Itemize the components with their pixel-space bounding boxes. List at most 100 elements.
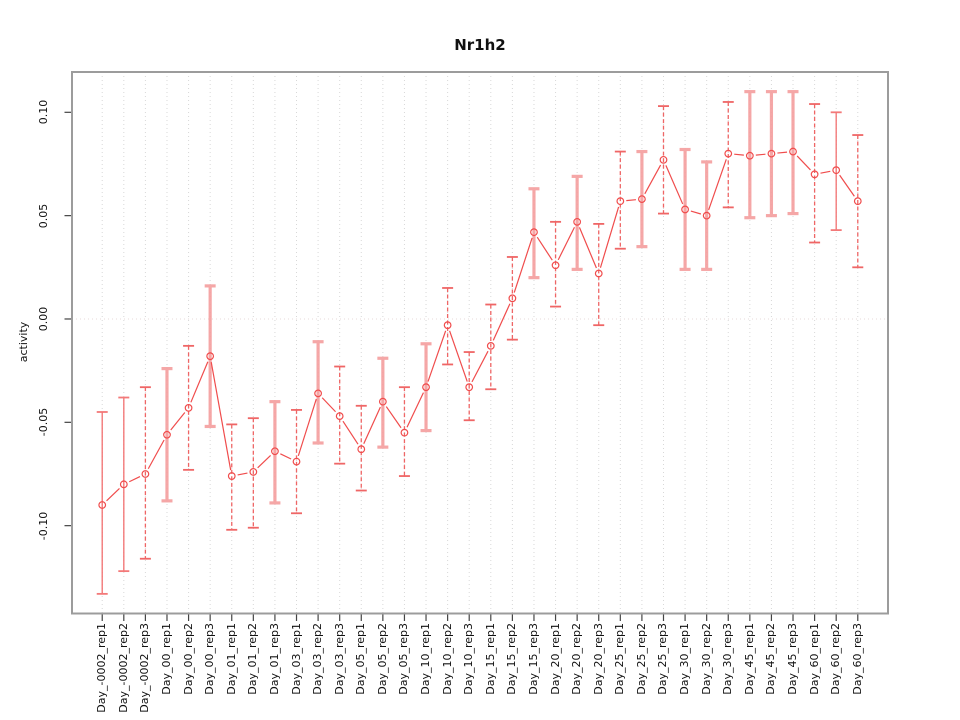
error-bar bbox=[442, 287, 454, 366]
x-tick-label: Day_01_rep1 bbox=[224, 623, 238, 695]
x-tick-label: Day_10_rep1 bbox=[419, 623, 433, 695]
data-point bbox=[357, 445, 366, 454]
data-point bbox=[206, 352, 215, 361]
x-tick-label: Day_-0002_rep1 bbox=[95, 623, 109, 713]
error-bar bbox=[614, 150, 626, 250]
axis-ticks bbox=[64, 111, 859, 621]
error-bar bbox=[809, 103, 821, 244]
series-line bbox=[106, 151, 855, 502]
data-point bbox=[271, 447, 279, 456]
x-tick-label: Day_60_rep2 bbox=[829, 623, 843, 695]
gridlines bbox=[101, 72, 859, 614]
error-bar bbox=[636, 149, 648, 249]
error-bar bbox=[463, 351, 475, 422]
error-bar bbox=[183, 344, 195, 471]
data-point bbox=[724, 149, 733, 158]
x-tick-label: Day_10_rep3 bbox=[462, 623, 476, 695]
error-bar bbox=[312, 340, 324, 445]
data-point bbox=[659, 155, 668, 164]
x-tick-label: Day_10_rep2 bbox=[440, 623, 454, 695]
error-bar bbox=[701, 160, 713, 271]
x-tick-label: Day_00_rep1 bbox=[159, 623, 173, 695]
data-point bbox=[314, 389, 322, 398]
data-point bbox=[745, 151, 754, 160]
data-point bbox=[508, 294, 517, 303]
x-tick-label: Day_15_rep3 bbox=[526, 623, 540, 695]
data-point bbox=[853, 197, 862, 206]
data-point bbox=[292, 457, 301, 466]
x-tick-label: Day_25_rep3 bbox=[656, 623, 670, 695]
error-bar bbox=[679, 147, 691, 271]
error-bars bbox=[96, 90, 864, 595]
x-tick-label: Day_25_rep1 bbox=[613, 623, 627, 695]
x-tick-label: Day_-0002_rep2 bbox=[116, 623, 130, 713]
data-point bbox=[119, 480, 128, 489]
data-point bbox=[249, 468, 258, 476]
data-point bbox=[141, 470, 150, 478]
error-bar bbox=[528, 187, 540, 280]
x-tick-label: Day_45_rep3 bbox=[786, 623, 800, 695]
error-bar bbox=[204, 284, 216, 429]
x-tick-label: Day_00_rep2 bbox=[181, 623, 195, 695]
error-bar bbox=[226, 423, 238, 531]
data-point bbox=[616, 197, 625, 206]
data-point bbox=[400, 428, 409, 437]
data-point bbox=[573, 217, 582, 226]
error-bar bbox=[269, 400, 281, 505]
x-tick-label: Day_20_rep3 bbox=[591, 623, 605, 695]
plot-border bbox=[71, 71, 889, 615]
error-bar bbox=[550, 220, 562, 308]
data-points bbox=[98, 147, 862, 509]
error-bar bbox=[291, 409, 303, 515]
data-point bbox=[832, 166, 841, 175]
x-tick-label: Day_15_rep2 bbox=[505, 623, 519, 695]
x-tick-label: Day_03_rep3 bbox=[332, 623, 346, 695]
x-tick-label: Day_20_rep2 bbox=[570, 623, 584, 695]
data-point bbox=[681, 205, 689, 214]
x-tick-label: Day_30_rep3 bbox=[721, 623, 735, 695]
y-tick-label: -0.05 bbox=[37, 408, 50, 437]
error-bar bbox=[118, 396, 130, 573]
x-tick-label: Day_60_rep1 bbox=[807, 623, 821, 695]
x-tick-label: Day_15_rep1 bbox=[483, 623, 497, 695]
error-bar bbox=[420, 342, 432, 433]
x-tick-label: Day_01_rep2 bbox=[246, 623, 260, 695]
chart-title: Nr1h2 bbox=[454, 36, 506, 54]
x-tick-label: Day_25_rep2 bbox=[634, 623, 648, 695]
x-tick-label: Day_20_rep1 bbox=[548, 623, 562, 695]
x-tick-label: Day_-0002_rep3 bbox=[138, 623, 152, 713]
error-bar bbox=[96, 411, 108, 595]
error-bar bbox=[506, 256, 518, 341]
data-point bbox=[98, 501, 107, 509]
x-tick-label: Day_45_rep2 bbox=[764, 623, 778, 695]
x-tick-label: Day_30_rep2 bbox=[699, 623, 713, 695]
data-point bbox=[465, 383, 474, 392]
error-bar bbox=[485, 303, 497, 391]
error-bar bbox=[355, 404, 367, 492]
x-tick-label: Day_00_rep3 bbox=[203, 623, 217, 695]
error-bar bbox=[722, 101, 734, 209]
x-tick-label: Day_03_rep1 bbox=[289, 623, 303, 695]
x-tick-label: Day_03_rep2 bbox=[311, 623, 325, 695]
error-bar bbox=[593, 223, 605, 327]
y-tick-label: 0.10 bbox=[37, 100, 50, 125]
error-bar bbox=[830, 111, 842, 232]
data-point bbox=[789, 147, 797, 156]
data-point bbox=[163, 430, 171, 439]
error-bar bbox=[744, 90, 756, 220]
y-tick-label: -0.10 bbox=[37, 511, 50, 540]
error-bar bbox=[398, 386, 410, 477]
data-point bbox=[422, 383, 430, 392]
x-tick-label: Day_05_rep3 bbox=[397, 623, 411, 695]
error-bar bbox=[852, 134, 864, 269]
data-point bbox=[551, 261, 560, 270]
error-bar bbox=[139, 386, 151, 560]
error-bar bbox=[247, 417, 259, 529]
data-point bbox=[638, 195, 646, 204]
x-tick-label: Day_60_rep3 bbox=[850, 623, 864, 695]
data-point bbox=[443, 321, 452, 330]
error-bar bbox=[571, 174, 583, 271]
error-bar bbox=[161, 366, 173, 503]
